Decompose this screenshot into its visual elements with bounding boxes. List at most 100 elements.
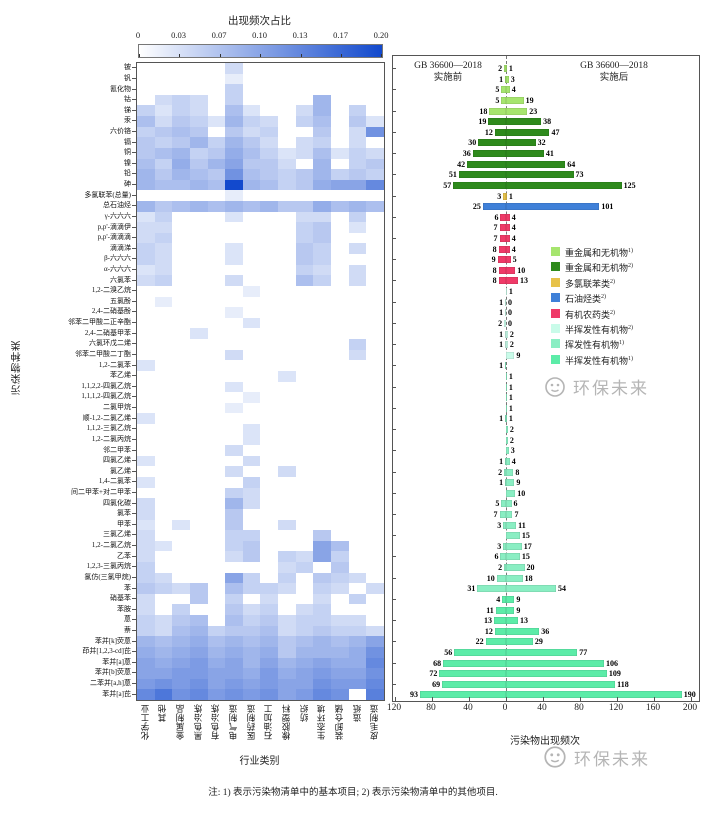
bar-after-value: 5	[512, 255, 517, 265]
heatmap-cell	[260, 264, 279, 276]
heatmap-axis-tick	[132, 77, 136, 79]
bar-before	[505, 341, 506, 349]
heatmap-cell	[295, 508, 314, 520]
heatmap-cell	[313, 211, 332, 223]
heatmap-cell	[207, 646, 226, 658]
heatmap-cell	[366, 63, 384, 74]
heatmap-row-label: 萘	[124, 625, 131, 634]
heatmap-cell	[295, 455, 314, 467]
heatmap-cell	[331, 370, 349, 382]
heatmap-cell	[366, 466, 384, 478]
heatmap-row-label: 苯	[124, 583, 131, 592]
heatmap-cell	[278, 646, 296, 658]
heatmap-row-label: 苯胺	[117, 604, 131, 613]
heatmap-cell	[295, 498, 314, 509]
heatmap-cell	[366, 487, 384, 499]
heatmap-cell	[366, 477, 384, 488]
heatmap-cell	[348, 583, 367, 594]
heatmap-cell	[331, 657, 349, 669]
bar-before-value: 1	[499, 329, 504, 339]
legend-label-superscript: 2)	[610, 309, 616, 316]
heatmap-cell	[137, 275, 155, 286]
heatmap-cell	[207, 423, 226, 435]
heatmap-axis-tick	[132, 683, 136, 685]
bar-after	[506, 574, 523, 582]
bar-after-value: 18	[524, 573, 533, 583]
heatmap-cell	[137, 232, 155, 244]
bar-after	[506, 649, 578, 657]
bar-after-value: 7	[514, 510, 519, 519]
heatmap-cell	[260, 561, 279, 573]
bar-before	[472, 150, 506, 158]
heatmap-cell	[154, 328, 173, 340]
colorbar-tick	[300, 54, 302, 57]
heatmap-cell	[137, 190, 155, 202]
heatmap-cell	[154, 519, 173, 531]
watermark-bottom: 环保未来	[542, 744, 650, 770]
heatmap-cell	[189, 339, 208, 350]
bar-before	[489, 107, 506, 115]
heatmap-cell	[137, 572, 155, 584]
heatmap-cell	[242, 657, 261, 669]
heatmap-axis-tick	[132, 661, 136, 663]
heatmap-cell	[348, 179, 367, 191]
heatmap-row-label: 镉	[124, 137, 131, 146]
heatmap-cell	[366, 615, 384, 626]
heatmap-cell	[295, 296, 314, 308]
bar-after	[506, 341, 508, 349]
heatmap-cell	[154, 296, 173, 308]
heatmap-cell	[260, 646, 279, 658]
heatmap-cell	[331, 84, 349, 95]
header-before-line1: GB 36600—2018	[414, 61, 482, 71]
heatmap-cell	[137, 466, 155, 478]
legend-label-superscript: 2)	[628, 263, 634, 270]
heatmap-cell	[172, 317, 190, 329]
bar-after-value: 2	[509, 435, 514, 445]
heatmap-cell	[278, 540, 296, 552]
bar-before	[499, 224, 506, 232]
barchart-x-tick	[580, 697, 581, 701]
heatmap-column-label: 装卸仓储	[333, 704, 344, 740]
bar-after-value: 10	[517, 265, 526, 275]
bar-after	[506, 266, 516, 274]
bar-after	[506, 627, 540, 635]
bar-after	[506, 192, 507, 200]
heatmap-cell	[313, 445, 332, 456]
bar-after	[506, 404, 507, 412]
heatmap-cell	[207, 307, 226, 318]
heatmap-axis-tick	[132, 184, 136, 186]
heatmap-cell	[172, 169, 190, 180]
heatmap-cell	[348, 94, 367, 106]
heatmap-axis-tick	[132, 460, 136, 462]
heatmap-cell	[242, 540, 261, 552]
bar-before	[467, 160, 506, 168]
heatmap-row-label: 2,4-二硝基甲苯	[84, 328, 131, 337]
heatmap-cell	[154, 84, 173, 95]
heatmap-cell	[313, 94, 332, 106]
bar-after-value: 29	[534, 637, 543, 647]
heatmap-cell	[189, 636, 208, 647]
bar-after	[506, 553, 520, 561]
heatmap-cell	[348, 285, 367, 297]
watermark-text: 环保未来	[574, 749, 650, 769]
heatmap-cell	[260, 94, 279, 106]
heatmap-cell	[137, 370, 155, 382]
heatmap-cell	[348, 169, 367, 180]
barchart-x-tick	[543, 697, 544, 701]
heatmap-axis-tick	[132, 385, 136, 387]
heatmap-row-label: 1,2-二氯乙烷	[91, 541, 131, 550]
heatmap-cell	[137, 646, 155, 658]
heatmap-cell	[295, 243, 314, 255]
heatmap-cell	[278, 307, 296, 318]
heatmap-cell	[154, 222, 173, 233]
heatmap-cell	[366, 275, 384, 286]
heatmap-cell	[366, 678, 384, 690]
heatmap-cell	[172, 572, 190, 584]
heatmap-cell	[348, 413, 367, 424]
heatmap-cell	[295, 636, 314, 647]
heatmap-cell	[189, 583, 208, 594]
heatmap-cell	[331, 105, 349, 117]
heatmap-row-label: γ-六六六	[104, 211, 131, 220]
heatmap-cell	[313, 689, 332, 700]
heatmap-axis-tick	[132, 279, 136, 281]
